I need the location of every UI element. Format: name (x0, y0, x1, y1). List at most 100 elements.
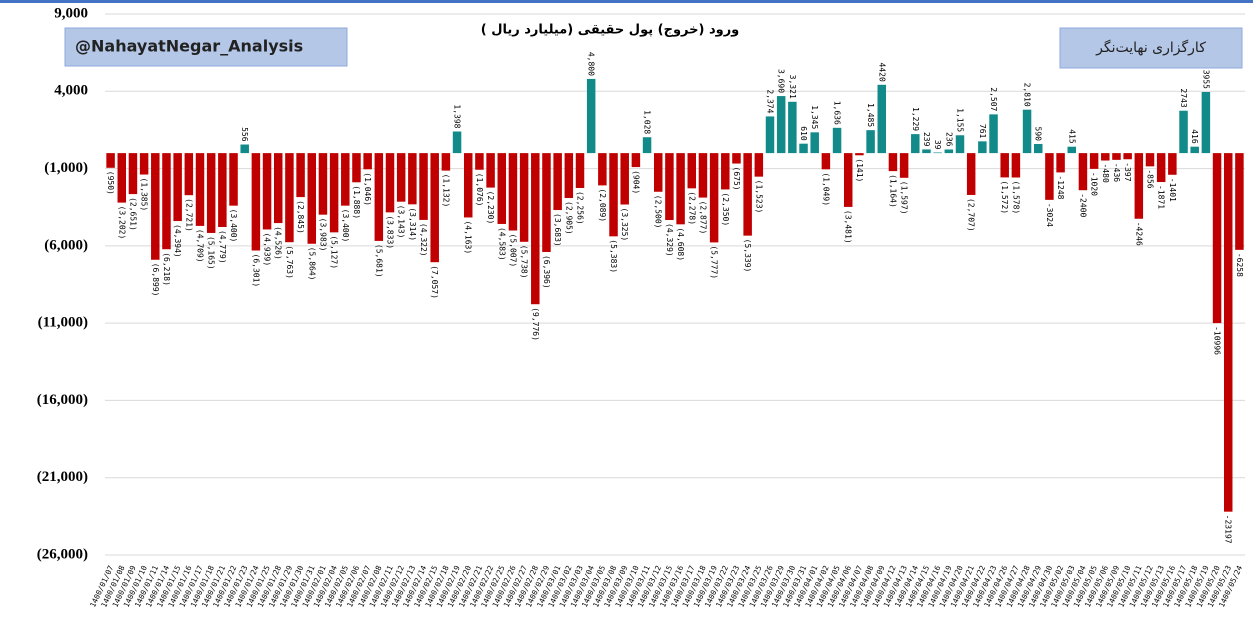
value-label: -436 (1112, 163, 1121, 182)
value-label: (1,164) (888, 174, 897, 208)
value-label: 556 (240, 127, 249, 142)
bar (676, 153, 685, 225)
bar (1011, 153, 1021, 178)
bar (475, 153, 484, 170)
value-label: (2,278) (687, 191, 696, 225)
value-label: (1,523) (754, 180, 763, 214)
watermark-box-right (1059, 27, 1243, 69)
bar (1033, 143, 1043, 154)
bar (151, 153, 160, 260)
value-label: -6258 (1235, 253, 1244, 277)
y-tick-label: (6,000) (44, 237, 88, 253)
value-label: 2,810 (1023, 83, 1032, 107)
bar (106, 153, 115, 168)
value-label: (4,526) (274, 226, 283, 260)
bar (620, 153, 629, 205)
bar (1045, 153, 1054, 200)
value-label: (4,163) (464, 220, 473, 254)
value-label: (4,939) (263, 232, 272, 266)
value-label: -2400 (1078, 193, 1087, 217)
value-label: 2743 (1179, 88, 1188, 107)
value-label: 1,398 (453, 104, 462, 128)
bar (206, 153, 216, 233)
bar (1156, 153, 1166, 183)
value-label: (6,899) (151, 263, 160, 297)
value-label: (141) (855, 158, 864, 182)
value-label: 590 (1034, 127, 1043, 142)
y-tick-label: 9,000 (54, 5, 88, 21)
value-label: (2,500) (654, 195, 663, 229)
bar (385, 153, 395, 213)
bar (855, 153, 864, 156)
bar (1145, 153, 1155, 167)
y-tick-label: (11,000) (38, 315, 88, 331)
value-label: (6,396) (542, 255, 551, 289)
value-label: (4,583) (497, 227, 506, 261)
bar (307, 153, 317, 244)
bar (586, 78, 596, 154)
value-label: (2,256) (576, 191, 585, 225)
bar (408, 153, 417, 205)
watermark-box-left (64, 27, 348, 67)
bar (776, 96, 786, 154)
value-label: (1,076) (475, 173, 484, 207)
watermark-left: @NahayatNegar_Analysis (75, 37, 303, 56)
value-label: 416 (1190, 129, 1199, 144)
value-label: (3,202) (117, 206, 126, 240)
value-label: -856 (1146, 169, 1155, 188)
value-label: 239 (922, 132, 931, 147)
value-label: (1,046) (363, 172, 372, 206)
value-label: -1871 (1157, 185, 1166, 209)
bar (922, 149, 931, 154)
value-label: (1,049) (821, 172, 830, 206)
value-label: (4,709) (196, 229, 205, 263)
value-label: 2,507 (989, 87, 998, 111)
bar (866, 130, 875, 154)
bar (911, 134, 920, 154)
bar (553, 153, 562, 211)
value-label: 4420 (877, 63, 886, 82)
value-label: -4246 (1134, 222, 1143, 246)
bar (955, 135, 965, 154)
value-label: (5,681) (374, 244, 383, 278)
value-label: (5,165) (207, 236, 216, 270)
bar (318, 153, 328, 215)
bar (687, 153, 697, 189)
value-label: (3,983) (318, 218, 327, 252)
value-label: 1,028 (643, 110, 652, 134)
bar (117, 153, 127, 203)
bar (128, 153, 138, 195)
bar (1056, 153, 1065, 173)
bar (944, 149, 954, 154)
bar (1179, 110, 1188, 154)
value-label: (2,651) (128, 197, 137, 231)
value-label: (6,218) (162, 252, 171, 286)
bar (1235, 153, 1244, 250)
bar (698, 153, 708, 198)
bar (184, 153, 194, 196)
bar (933, 152, 942, 154)
bar (1123, 153, 1132, 160)
bar (463, 153, 473, 218)
value-label: 1,636 (833, 101, 842, 125)
bar (989, 114, 998, 154)
value-label: 3,321 (788, 75, 797, 99)
bar (396, 153, 406, 202)
value-label: 39 (933, 140, 942, 150)
bar (240, 144, 249, 154)
bar (486, 153, 495, 188)
value-label: 610 (799, 126, 808, 141)
value-label: (3,143) (397, 205, 406, 239)
value-label: (1,132) (441, 174, 450, 208)
value-label: (2,905) (564, 201, 573, 235)
value-label: -3024 (1045, 203, 1054, 227)
bar (285, 153, 294, 243)
value-label: (7,057) (430, 265, 439, 299)
y-tick-label: (21,000) (37, 469, 88, 485)
bar (329, 153, 339, 233)
bar (609, 153, 618, 237)
bar (754, 153, 764, 177)
value-label: (5,383) (609, 239, 618, 273)
value-label: 3955 (1201, 70, 1210, 89)
